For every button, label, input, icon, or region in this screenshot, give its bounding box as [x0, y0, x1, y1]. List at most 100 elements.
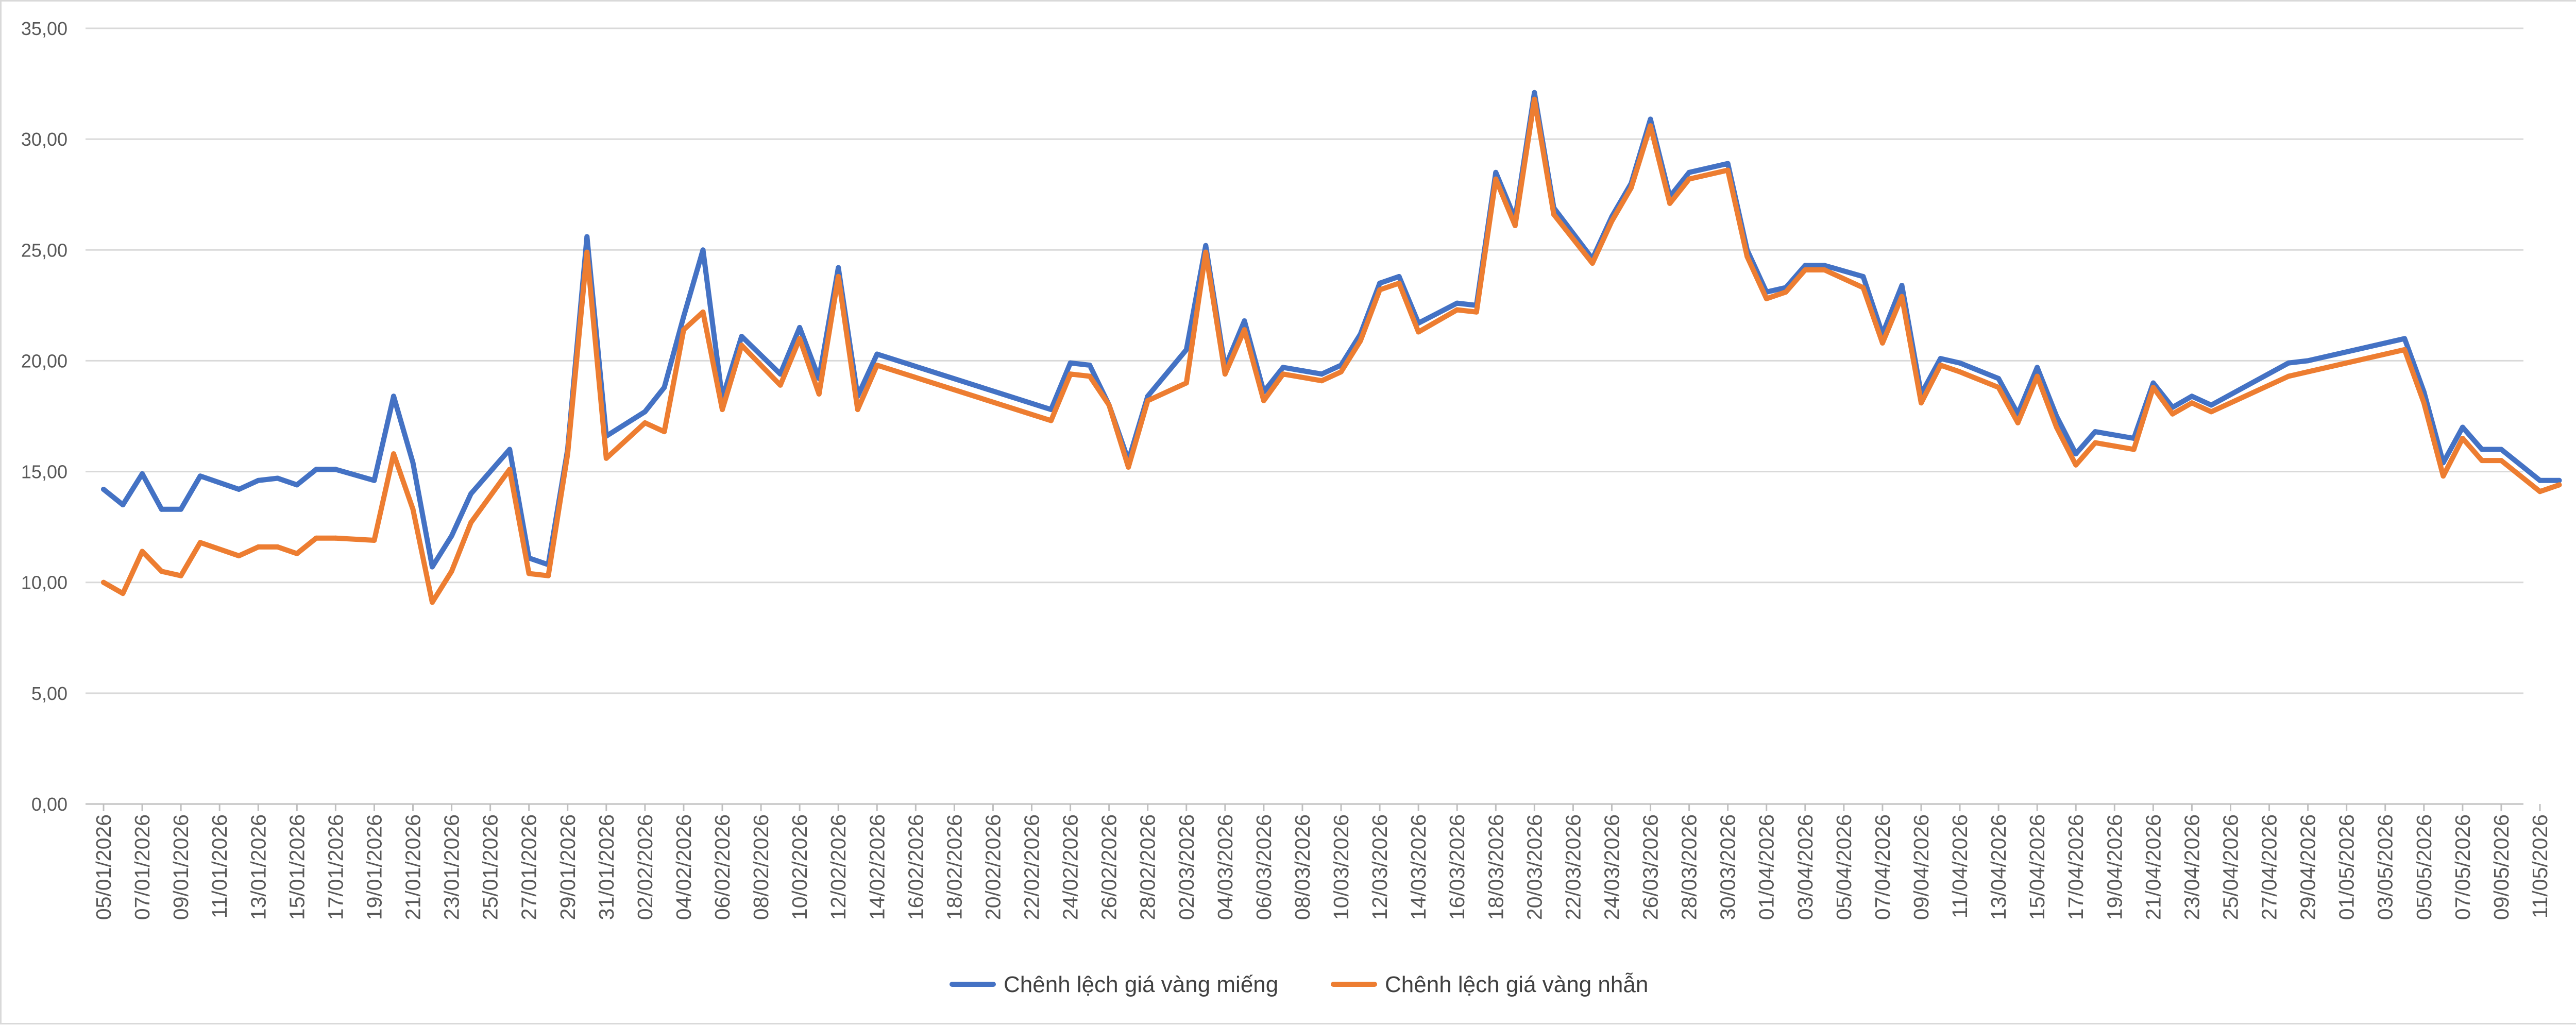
data-point [1087, 363, 1093, 368]
data-point [178, 506, 184, 512]
data-point [1067, 371, 1073, 377]
data-point [1126, 465, 1131, 470]
data-point [2035, 373, 2040, 379]
data-point [1377, 287, 1383, 293]
data-point [1725, 161, 1731, 166]
data-point [236, 487, 242, 492]
data-point [642, 420, 648, 425]
data-point [2460, 424, 2465, 430]
data-point [1532, 90, 1537, 95]
x-tick-label: 31/01/2026 [595, 814, 618, 920]
data-point [1938, 356, 1943, 362]
data-point [2441, 473, 2446, 479]
x-tick-label: 18/03/2026 [1484, 814, 1507, 920]
data-point [2054, 424, 2059, 430]
data-point [777, 382, 783, 388]
x-tick-label: 20/02/2026 [981, 814, 1005, 920]
legend-label-1: Chênh lệch giá vàng miếng [1004, 972, 1278, 997]
data-point [1396, 280, 1402, 286]
data-point [1183, 380, 1189, 386]
x-tick-label: 09/05/2026 [2489, 814, 2513, 920]
data-point [1319, 371, 1325, 377]
x-tick-label: 25/04/2026 [2218, 814, 2242, 920]
data-point [236, 553, 242, 559]
x-tick-label: 28/03/2026 [1677, 814, 1701, 920]
data-point [681, 314, 686, 319]
x-tick-label: 18/02/2026 [942, 814, 966, 920]
x-tick-label: 17/04/2026 [2064, 814, 2088, 920]
data-point [546, 573, 551, 578]
data-point [1261, 398, 1266, 403]
x-tick-label: 03/04/2026 [1793, 814, 1817, 920]
x-tick-label: 23/04/2026 [2180, 814, 2204, 920]
x-tick-label: 16/02/2026 [904, 814, 927, 920]
x-tick-label: 14/02/2026 [865, 814, 889, 920]
data-point [1454, 307, 1460, 313]
x-tick-label: 03/05/2026 [2374, 814, 2397, 920]
data-point [1067, 360, 1073, 366]
x-tick-label: 17/01/2026 [324, 814, 347, 920]
data-point [2421, 400, 2427, 406]
data-point [1048, 418, 1054, 423]
x-tick-label: 24/03/2026 [1600, 814, 1623, 920]
data-point [1899, 283, 1905, 288]
data-point [1667, 200, 1673, 206]
y-tick-label: 10,00 [21, 572, 67, 593]
x-tick-label: 07/05/2026 [2451, 814, 2475, 920]
x-axis-ticks: 05/01/2026 07/01/2026 09/01/2026 11/01/2026… [92, 804, 2552, 920]
data-point [256, 477, 261, 483]
data-point [120, 502, 126, 508]
data-point [1203, 243, 1209, 248]
data-point [2073, 462, 2079, 468]
y-tick-label: 30,00 [21, 129, 67, 150]
data-point [2073, 451, 2079, 457]
data-point [2498, 458, 2504, 464]
data-point [2537, 489, 2543, 494]
data-point [2537, 477, 2543, 483]
data-point [1686, 176, 1692, 182]
x-tick-label: 12/02/2026 [826, 814, 850, 920]
data-point [468, 520, 474, 525]
x-tick-label: 10/03/2026 [1329, 814, 1353, 920]
x-tick-label: 24/02/2026 [1059, 814, 1082, 920]
gridlines [86, 27, 2523, 805]
data-point [1532, 96, 1537, 102]
data-point [720, 407, 725, 413]
x-tick-label: 22/02/2026 [1020, 814, 1044, 920]
x-tick-label: 20/03/2026 [1522, 814, 1546, 920]
data-point [2402, 347, 2408, 352]
x-tick-label: 27/01/2026 [517, 814, 541, 920]
data-point [410, 506, 416, 512]
data-point [1377, 280, 1383, 286]
data-point [1648, 116, 1653, 122]
data-point [2556, 477, 2562, 483]
x-tick-label: 22/03/2026 [1561, 814, 1585, 920]
legend-item-2: Chênh lệch giá vàng nhẫn [1331, 972, 1648, 997]
data-point [1512, 223, 1518, 228]
data-point [1396, 273, 1402, 279]
data-point [275, 475, 280, 481]
data-point [1493, 169, 1499, 175]
data-point [700, 247, 706, 253]
x-tick-label: 07/01/2026 [130, 814, 154, 920]
x-tick-label: 05/01/2026 [92, 814, 115, 920]
data-point [1725, 167, 1731, 173]
data-point [1744, 254, 1750, 260]
data-point [391, 394, 396, 399]
data-point [2092, 429, 2098, 435]
data-point [256, 544, 261, 550]
y-tick-label: 0,00 [31, 794, 67, 815]
x-tick-label: 12/03/2026 [1368, 814, 1392, 920]
data-point [2209, 402, 2214, 408]
x-tick-label: 26/03/2026 [1639, 814, 1663, 920]
data-point [197, 540, 203, 545]
data-point [1629, 185, 1634, 191]
data-point [2150, 385, 2156, 390]
data-point [1087, 373, 1093, 379]
data-point [603, 455, 609, 461]
data-point [1996, 385, 2002, 390]
data-point [2479, 458, 2485, 464]
data-point [178, 573, 184, 578]
data-point [430, 600, 435, 605]
